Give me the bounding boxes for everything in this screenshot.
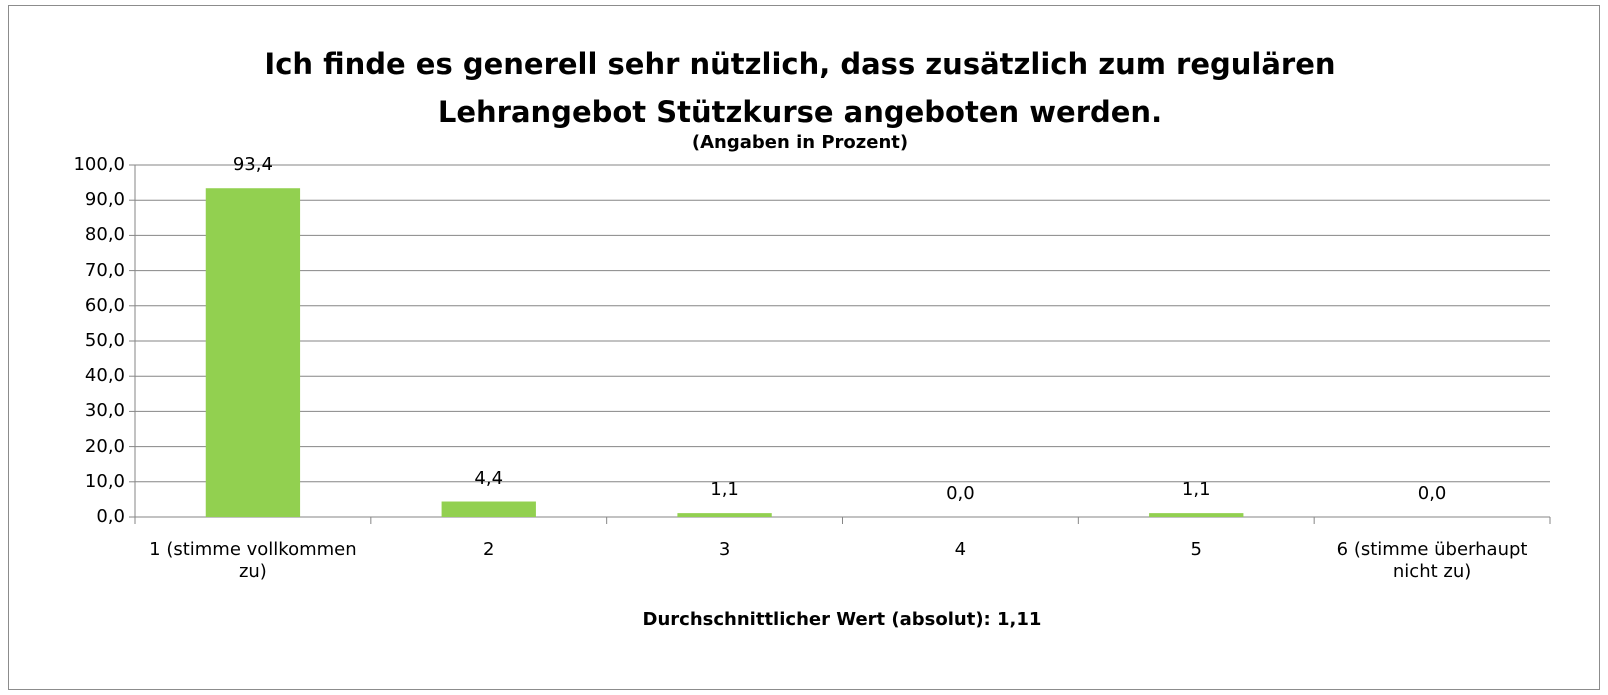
y-tick-label: 10,0: [84, 470, 125, 492]
x-axis-label: Durchschnittlicher Wert (absolut): 1,11: [642, 609, 1042, 630]
chart-frame: [8, 5, 1600, 690]
y-tick-label: 60,0: [84, 294, 125, 316]
value-label: 4,4: [474, 467, 504, 489]
x-tick-label: 2: [483, 539, 495, 560]
value-label: 1,1: [1181, 479, 1211, 501]
bar: [677, 513, 772, 517]
value-label: 0,0: [1417, 483, 1447, 504]
value-label: 93,4: [232, 154, 273, 176]
x-tick-label: 5: [1190, 539, 1202, 560]
chart-subtitle: (Angaben in Prozent): [691, 132, 909, 153]
y-tick-label: 20,0: [84, 435, 125, 457]
x-tick-label: 3: [718, 539, 731, 560]
x-tick-label: 6 (stimme überhaupt nicht zu): [1336, 539, 1528, 582]
y-tick-label: 80,0: [84, 224, 125, 246]
bar: [1149, 513, 1244, 517]
y-tick-label: 50,0: [84, 330, 125, 351]
y-tick-label: 0,0: [96, 506, 125, 527]
y-tick-label: 70,0: [84, 259, 125, 281]
chart-title: Ich finde es generell sehr nützlich, das…: [264, 47, 1336, 129]
y-tick-label: 30,0: [84, 400, 125, 422]
value-label: 1,1: [710, 479, 739, 501]
x-tick-label: 4: [954, 539, 967, 560]
value-label: 0,0: [946, 483, 975, 504]
x-tick-label: 1 (stimme vollkommen zu): [149, 539, 357, 582]
y-tick-label: 100,0: [73, 154, 125, 175]
y-tick-label: 90,0: [84, 189, 125, 211]
bar: [441, 501, 536, 517]
bar: [205, 188, 301, 517]
y-tick-label: 40,0: [84, 365, 125, 387]
